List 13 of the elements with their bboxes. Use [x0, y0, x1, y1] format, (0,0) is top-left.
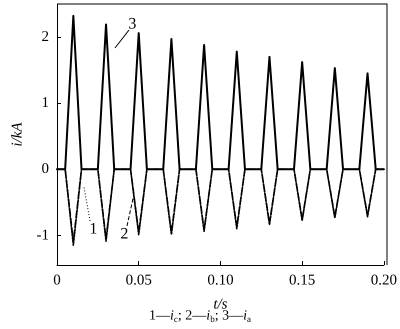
legend-label: 1 — [89, 220, 98, 238]
legend-label: 2 — [120, 225, 128, 242]
x-tick-label: 0.10 — [207, 272, 234, 288]
series-label: 3 — [128, 15, 136, 32]
y-tick-label: -1 — [36, 227, 49, 244]
y-tick-label: 0 — [42, 161, 49, 178]
x-tick-label: 0.20 — [370, 272, 397, 288]
x-tick-label: 0.05 — [126, 272, 152, 288]
y-tick-label: 1 — [42, 95, 49, 112]
y-tick-label: 2 — [42, 29, 49, 46]
x-tick-label: 0.15 — [289, 272, 316, 288]
y-axis-title: i/kA — [10, 122, 26, 147]
x-tick-label: 0 — [53, 272, 61, 288]
